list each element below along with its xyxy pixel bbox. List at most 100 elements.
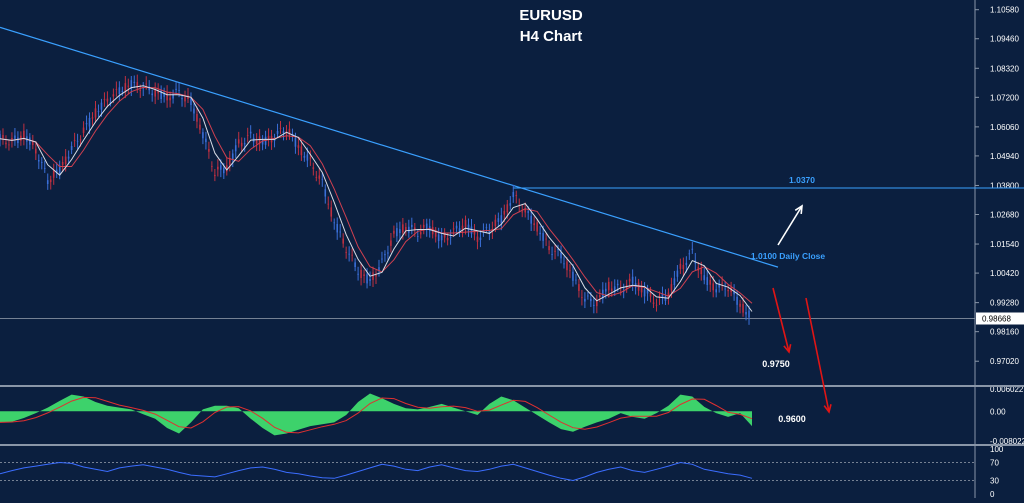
candle-body: [578, 284, 580, 291]
candlesticks: [0, 74, 750, 325]
rsi-axis-ticks: 100 70 30 0: [990, 445, 1004, 499]
price-tick-label: 1.03800: [990, 181, 1019, 190]
candle-body: [688, 253, 691, 255]
arrow-down-red-long-head: [823, 404, 832, 414]
candle-body: [94, 108, 97, 118]
candle-body: [91, 117, 94, 119]
candle-body: [736, 296, 738, 305]
arrow-up-white-head: [794, 204, 803, 215]
candle-body: [151, 93, 153, 96]
arrow-up-white: [777, 204, 803, 246]
candle-body: [20, 135, 22, 141]
candle-body: [49, 179, 52, 183]
price-panel: 0.98668: [0, 26, 1024, 325]
candle-body: [593, 304, 595, 306]
candle-body: [363, 274, 365, 277]
candle-body: [5, 142, 7, 145]
candle-body: [199, 124, 201, 130]
candle-body: [178, 90, 180, 91]
candle-body: [452, 228, 455, 230]
arrow-down-red-long: [805, 297, 832, 414]
price-tick-label: 1.01540: [990, 240, 1019, 249]
arrow-down-red-short-head: [783, 344, 792, 354]
candle-body: [333, 222, 336, 224]
price-tick-label: 1.04940: [990, 152, 1019, 161]
candle-body: [139, 90, 142, 91]
candle-body: [163, 93, 165, 97]
candle-body: [488, 230, 491, 234]
annotation-0-9600: 0.9600: [778, 414, 806, 424]
candle-body: [136, 82, 139, 89]
candle-body: [670, 284, 673, 291]
candle-body: [193, 108, 195, 114]
candle-body: [560, 252, 562, 259]
candle-body: [721, 282, 723, 284]
candle-body: [118, 87, 121, 95]
candle-body: [369, 278, 371, 281]
candle-body: [187, 95, 189, 99]
candle-body: [733, 291, 735, 295]
candle-body: [381, 258, 383, 260]
macd-panel: [0, 393, 753, 436]
candle-body: [446, 237, 449, 241]
candle-body: [112, 94, 115, 97]
candle-body: [303, 155, 306, 158]
candle-body: [402, 224, 404, 233]
candle-body: [443, 233, 446, 238]
candle-body: [360, 269, 362, 279]
candle-body: [2, 135, 4, 139]
candle-body: [658, 295, 661, 298]
candle-body: [739, 303, 741, 307]
candle-body: [584, 298, 586, 302]
candle-body: [46, 180, 49, 185]
candle-body: [267, 135, 270, 140]
candle-body: [261, 139, 264, 145]
candle-body: [372, 272, 374, 280]
candle-body: [485, 227, 488, 229]
candle-body: [646, 289, 649, 294]
candle-body: [661, 293, 664, 298]
candle-body: [566, 261, 568, 271]
rsi-tick-label: 30: [990, 477, 999, 486]
candle-body: [467, 224, 470, 231]
candle-body: [425, 223, 428, 230]
candle-body: [288, 128, 291, 135]
candle-body: [220, 165, 222, 170]
candle-body: [554, 250, 556, 252]
candle-body: [461, 225, 464, 231]
candle-body: [542, 233, 544, 241]
candle-body: [208, 148, 210, 152]
candle-body: [17, 137, 19, 144]
candle-body: [40, 162, 43, 164]
candle-body: [85, 122, 88, 125]
candle-body: [587, 295, 589, 297]
candle-body: [599, 295, 601, 298]
candle-body: [58, 165, 61, 175]
macd-histogram: [0, 393, 752, 436]
macd-tick-label: 0.00: [990, 407, 1006, 416]
candle-body: [124, 83, 127, 93]
candle-body: [509, 203, 512, 206]
candle-body: [742, 303, 744, 313]
candle-body: [551, 254, 553, 255]
candle-body: [500, 215, 503, 224]
candle-body: [613, 286, 616, 292]
candle-body: [449, 237, 452, 238]
candle-body: [32, 141, 34, 146]
candle-body: [413, 227, 416, 230]
candle-body: [37, 159, 40, 162]
rsi-tick-label: 0: [990, 490, 995, 498]
arrow-up-white-shaft: [777, 205, 803, 246]
candle-body: [396, 228, 398, 237]
candle-body: [682, 264, 685, 270]
candle-body: [503, 210, 506, 215]
candle-body: [300, 146, 303, 156]
candle-body: [148, 86, 151, 91]
candle-body: [652, 302, 655, 304]
candle-body: [527, 211, 529, 213]
candle-body: [157, 90, 159, 94]
candle-body: [348, 253, 350, 255]
candle-body: [342, 238, 344, 244]
candle-body: [387, 252, 389, 254]
candle-body: [43, 168, 46, 169]
